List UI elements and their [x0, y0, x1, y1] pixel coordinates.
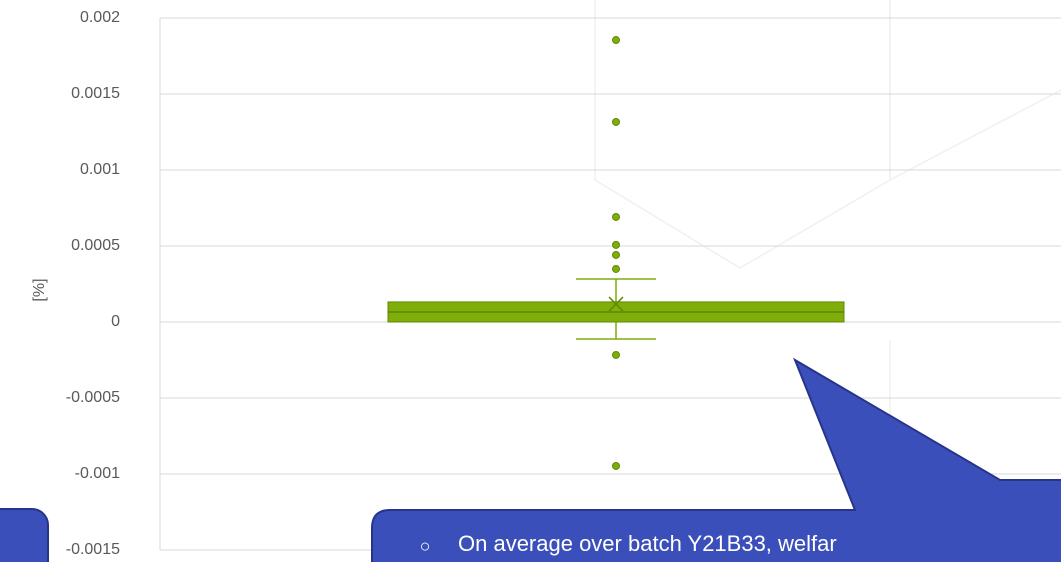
y-tick-label: 0.0005: [71, 237, 120, 254]
outlier: [612, 212, 620, 221]
outlier: [612, 250, 620, 259]
y-tick-label: 0.001: [80, 161, 120, 178]
grid: 0.002 0.0015 0.001 0.0005 0 -0.0005 -0.001 -0.0…: [66, 9, 1061, 558]
callout-text: On average over batch Y21B33, welfar: [458, 531, 837, 556]
y-tick-label: -0.0005: [66, 389, 120, 406]
outlier: [612, 240, 620, 249]
y-tick-label: -0.0015: [66, 541, 120, 558]
outlier: [612, 36, 620, 45]
y-tick-label: 0.002: [80, 9, 120, 26]
callout-right: ○ On average over batch Y21B33, welfar: [371, 357, 1061, 562]
mean-marker: [608, 296, 624, 312]
outlier: [612, 264, 620, 273]
outlier: [612, 117, 620, 126]
outlier: [612, 350, 620, 359]
y-tick-label: -0.001: [75, 465, 120, 482]
bullet: ○: [420, 536, 431, 556]
y-axis-label: [%]: [31, 278, 48, 301]
callout-left: [0, 508, 49, 562]
outlier: [612, 461, 620, 470]
callout-shape: [371, 357, 1061, 562]
box-plot: [387, 36, 845, 470]
callout-box: [0, 508, 49, 562]
y-tick-label: 0: [111, 313, 120, 330]
y-tick-label: 0.0015: [71, 85, 120, 102]
